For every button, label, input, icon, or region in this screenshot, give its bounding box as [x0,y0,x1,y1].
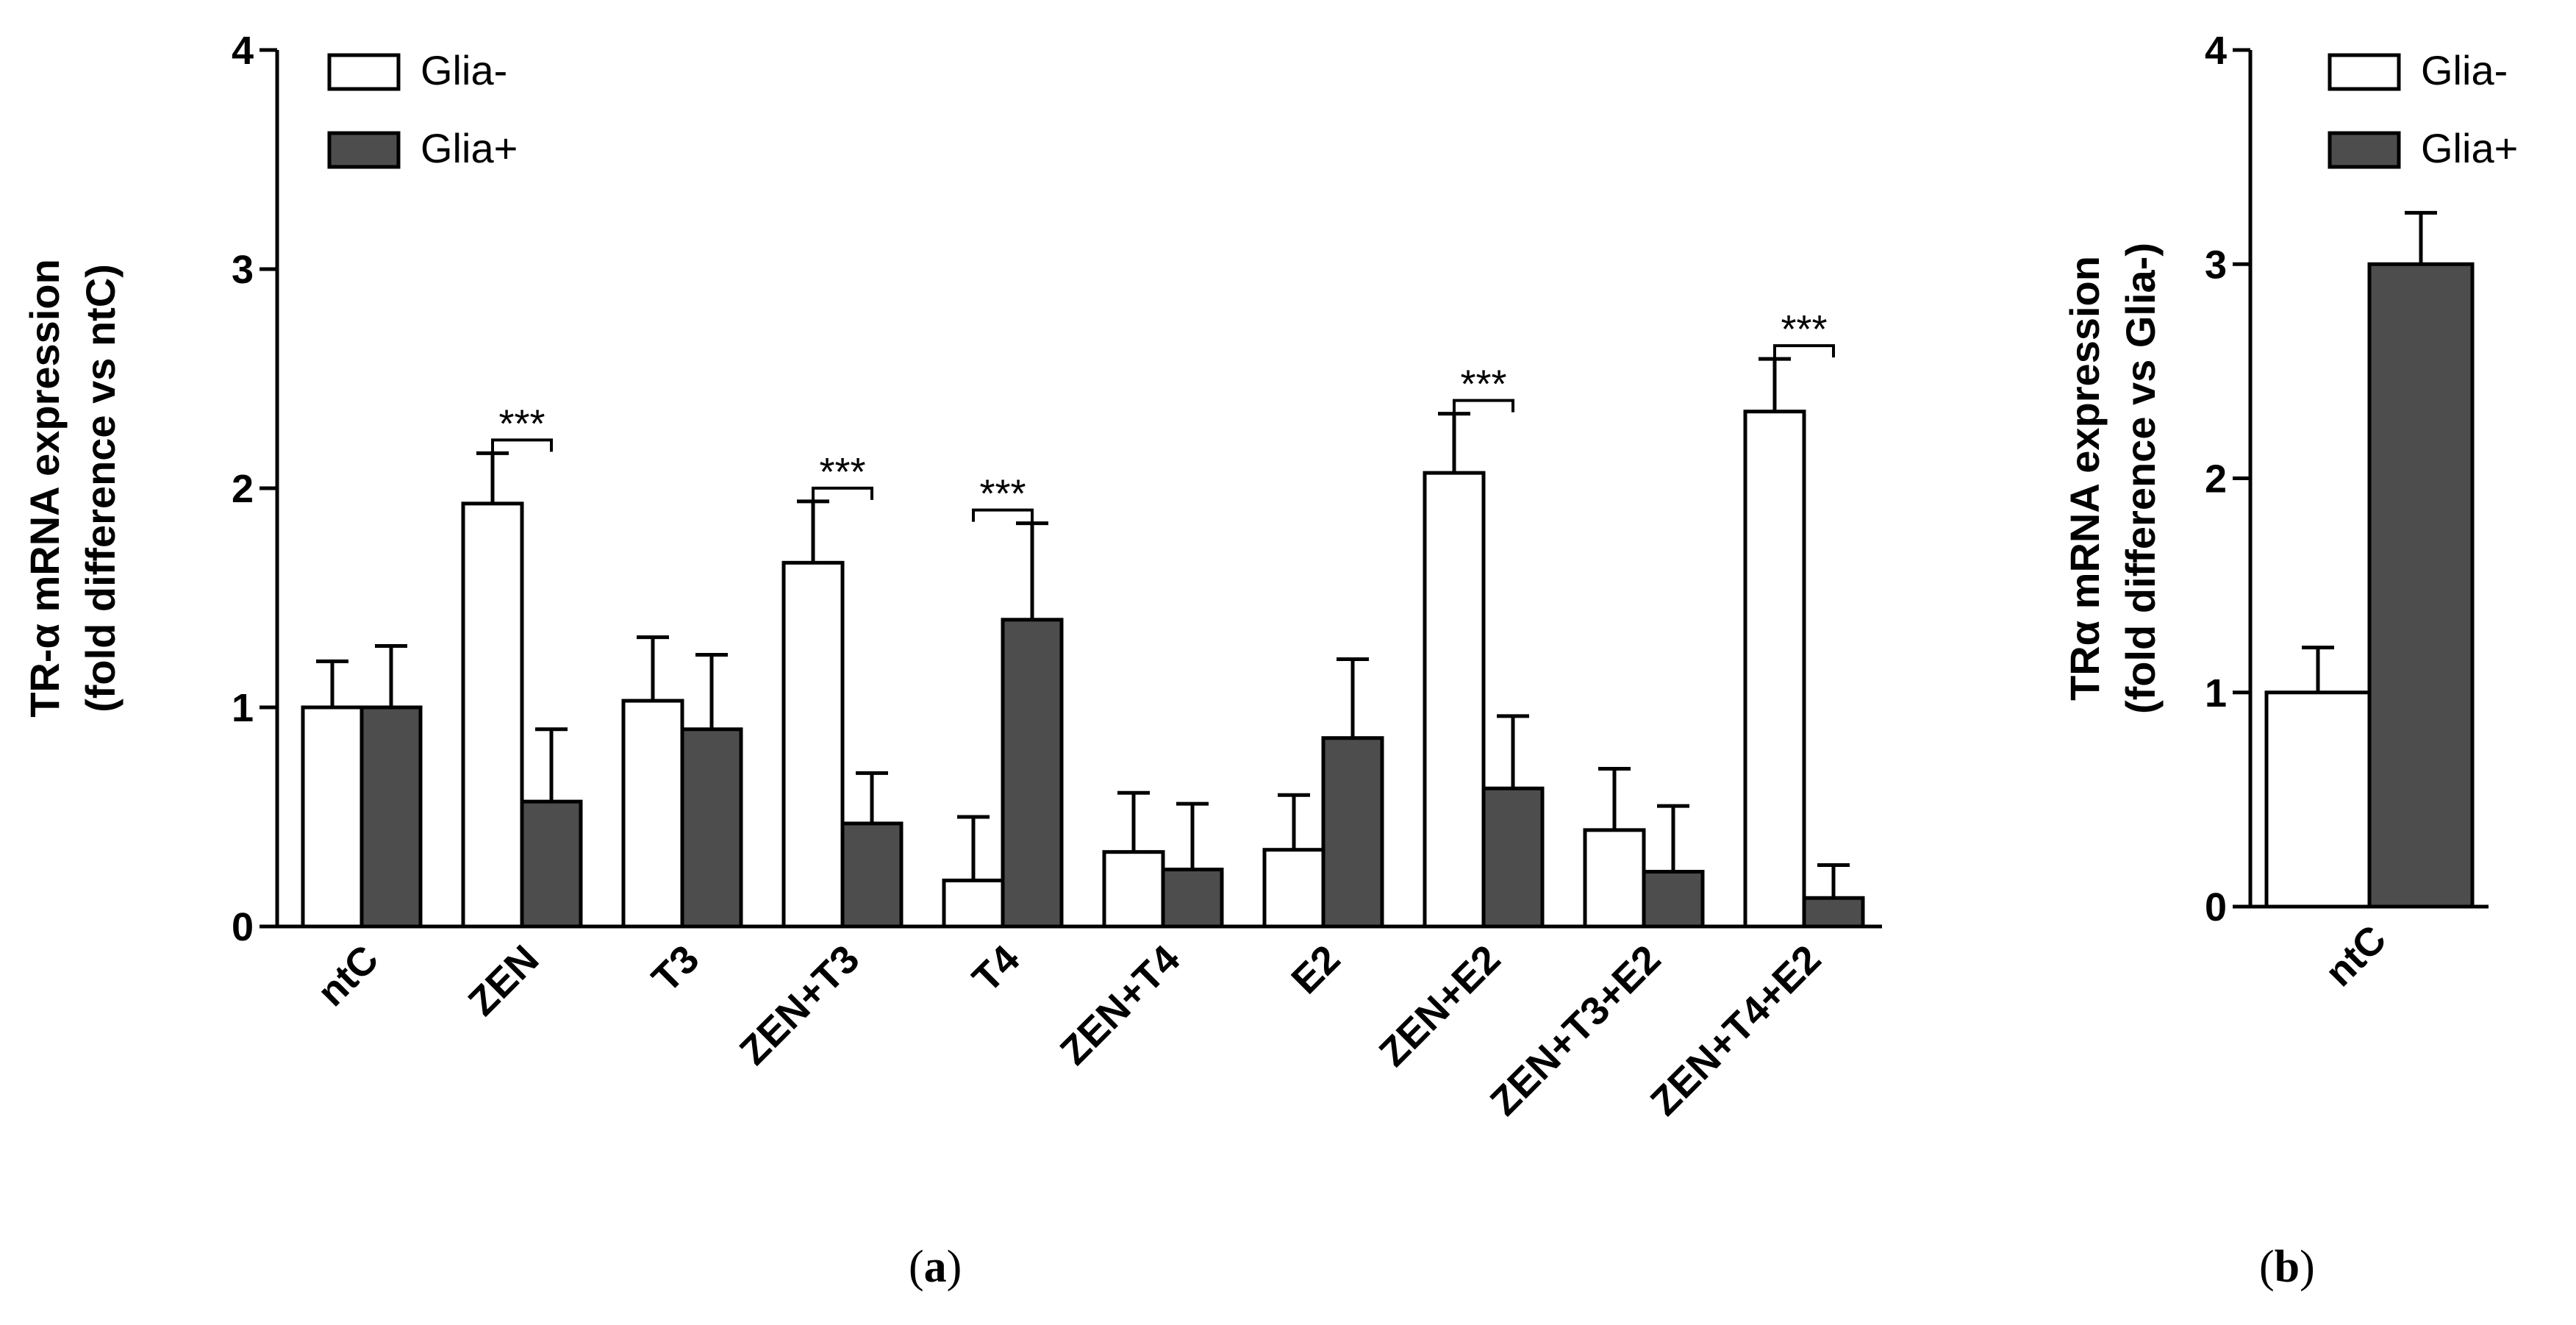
significance-bracket [812,486,873,500]
y-tick-label: 1 [2205,671,2227,715]
y-tick-label: 3 [2205,243,2227,287]
x-tick-label: ntC [2316,917,2394,995]
y-axis-title: TRα mRNA expression (fold difference vs G… [2061,243,2164,714]
bar-glia--ntc [2367,262,2475,909]
significance-label: *** [1781,307,1827,351]
significance-bracket [972,508,1034,522]
bar-glia--zen-e2 [1481,786,1545,929]
significance-bracket [491,438,553,452]
x-tick-label: T3 [643,937,707,1001]
panel-b-chart: TRα mRNA expression (fold difference vs G… [2061,29,2518,995]
significance-bracket [1773,344,1835,358]
bar-glia--t3 [680,727,743,929]
bar-glia--ntc [2264,690,2372,909]
y-tick-label: 1 [232,686,254,730]
legend-swatch [2328,53,2401,91]
x-tick-label: ZEN+T3+E2 [1482,937,1670,1124]
bar-glia--zen-t3 [840,821,904,929]
x-tick-label: ntC [309,937,387,1015]
y-tick-label: 4 [2205,29,2227,73]
bar-glia--ntc [359,705,423,929]
y-tick-label: 3 [232,248,254,292]
significance-label: *** [819,450,865,494]
y-axis-title-line1: TR-α mRNA expression [21,259,68,718]
x-tick-label: ZEN+E2 [1371,937,1509,1075]
bar-glia--zen-e2 [1423,471,1486,929]
y-axis-title-line2: (fold difference vs Glia-) [2117,243,2164,714]
bar-glia--zen-t3-e2 [1642,870,1705,929]
y-axis-title: TR-α mRNA expression (fold difference vs … [21,259,124,718]
y-tick-label: 2 [2205,457,2227,501]
legend-swatch [2328,131,2401,169]
x-tick-label: ZEN+T4+E2 [1642,937,1830,1124]
bar-glia--ntc [301,705,364,929]
y-axis-title-line1: TRα mRNA expression [2061,256,2108,701]
x-tick-label: ZEN+T3 [731,937,868,1074]
legend-swatch [327,131,401,169]
legend-label: Glia- [2421,47,2508,93]
legend-label: Glia+ [421,125,518,171]
bar-glia--zen-t3-e2 [1583,828,1646,929]
bar-glia--zen [461,501,524,929]
significance-label: *** [979,472,1026,516]
panel-b-caption: (b) [2259,1242,2315,1292]
significance-label: *** [1460,362,1506,407]
bar-glia--zen-t4-e2 [1743,410,1806,929]
panel-a-chart: TR-α mRNA expression (fold difference vs … [21,29,1882,1124]
bar-glia--zen-t4 [1161,868,1224,929]
significance-bracket [1453,399,1514,413]
significance-label: *** [498,401,545,446]
x-tick-label: E2 [1283,937,1348,1002]
bar-glia--t4 [1001,618,1064,929]
x-tick-label: T4 [964,937,1028,1001]
legend-swatch [327,53,401,91]
y-tick-label: 2 [232,467,254,511]
legend-label: Glia- [421,47,507,93]
y-tick-label: 4 [232,29,254,73]
panel-a-caption: (a) [909,1242,962,1292]
bar-glia--t4 [942,878,1005,929]
bar-glia--e2 [1262,848,1325,929]
legend-label: Glia+ [2421,125,2518,171]
y-tick-label: 0 [2205,885,2227,929]
bar-glia--t3 [621,699,684,929]
y-tick-label: 0 [232,905,254,949]
bar-glia--zen-t4-e2 [1802,896,1865,929]
bar-glia--zen-t4 [1102,850,1165,929]
x-tick-label: ZEN [460,937,548,1024]
x-tick-label: ZEN+T4 [1052,937,1189,1074]
bar-glia--zen [520,799,583,929]
bar-glia--e2 [1321,736,1384,929]
bar-glia--zen-t3 [781,560,845,929]
y-axis-title-line2: (fold difference vs ntC) [77,264,124,712]
